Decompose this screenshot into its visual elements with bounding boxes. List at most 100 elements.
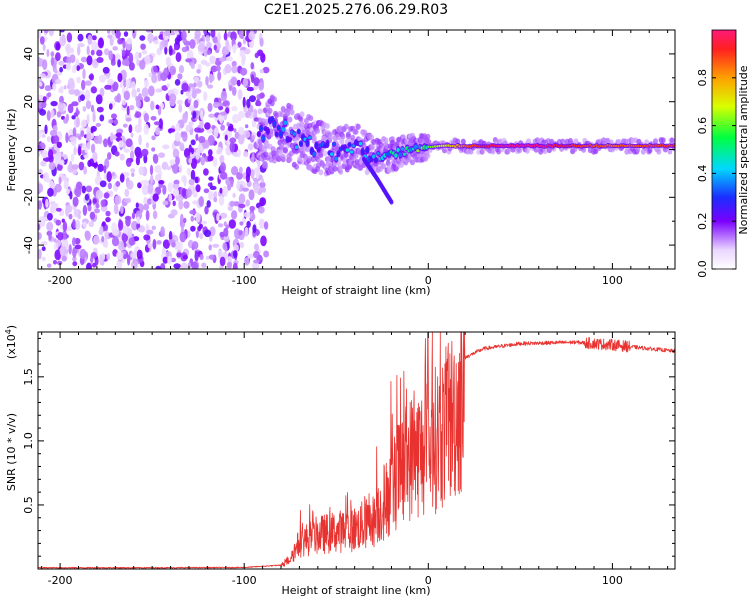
noise-blob: [257, 256, 263, 261]
noise-blob: [73, 89, 80, 97]
noise-blob: [105, 217, 111, 223]
noise-blob: [178, 164, 183, 174]
noise-blob: [55, 207, 62, 212]
noise-blob: [134, 51, 140, 62]
noise-blob: [174, 131, 181, 142]
noise-blob: [198, 136, 206, 143]
noise-blob: [180, 89, 184, 95]
signal-halo: [534, 137, 540, 144]
noise-blob: [161, 85, 168, 91]
noise-blob: [99, 254, 103, 266]
noise-blob: [217, 31, 221, 43]
noise-blob: [74, 186, 82, 198]
noise-blob: [81, 79, 86, 91]
noise-blob: [74, 219, 81, 230]
signal-core: [334, 156, 339, 161]
noise-blob: [154, 165, 162, 174]
noise-blob: [96, 57, 104, 63]
noise-blob: [232, 44, 237, 54]
noise-blob: [194, 127, 201, 133]
noise-blob: [67, 103, 74, 114]
signal-core: [402, 152, 407, 156]
noise-blob: [99, 114, 105, 122]
noise-blob: [257, 49, 264, 57]
noise-blob: [232, 193, 236, 198]
noise-blob: [190, 139, 196, 146]
noise-blob: [253, 250, 260, 259]
noise-blob: [86, 113, 90, 125]
noise-blob: [57, 260, 63, 266]
noise-blob: [91, 162, 99, 168]
noise-blob: [131, 88, 137, 98]
noise-blob: [95, 122, 102, 127]
noise-blob: [255, 99, 261, 106]
noise-blob: [178, 199, 184, 210]
noise-blob: [155, 127, 160, 136]
noise-blob: [46, 49, 50, 57]
noise-blob: [125, 138, 133, 148]
noise-blob: [151, 225, 156, 231]
signal-core: [272, 121, 277, 127]
signal-halo: [379, 141, 384, 148]
noise-blob: [138, 134, 142, 146]
noise-blob: [149, 164, 154, 176]
snr-y-ticks: 0.5 1.0 1.5: [22, 337, 675, 557]
noise-blob: [38, 144, 42, 152]
noise-blob: [122, 171, 130, 177]
noise-blob: [52, 260, 58, 265]
noise-blob: [190, 225, 196, 232]
signal-halo: [280, 153, 286, 160]
noise-blob: [245, 110, 252, 117]
noise-blob: [203, 48, 208, 57]
x-tick-label: 100: [602, 274, 623, 287]
noise-blob: [258, 218, 265, 229]
noise-blob: [243, 211, 251, 218]
noise-blob: [119, 153, 125, 161]
noise-blob: [190, 169, 196, 181]
noise-blob: [182, 255, 188, 260]
noise-blob: [82, 106, 87, 112]
noise-blob: [146, 229, 154, 235]
noise-blob: [38, 216, 46, 227]
noise-blob: [114, 195, 122, 205]
noise-blob: [176, 99, 183, 105]
noise-blob: [192, 200, 198, 205]
noise-blob: [155, 88, 163, 93]
noise-blob: [43, 30, 49, 34]
noise-blob: [220, 162, 226, 173]
noise-blob: [55, 78, 62, 85]
noise-blob: [121, 99, 127, 106]
noise-blob: [201, 220, 208, 225]
noise-blob: [125, 216, 131, 227]
snr-y-tick-label: 1.5: [22, 368, 35, 386]
noise-blob: [258, 81, 264, 91]
noise-blob: [173, 263, 181, 269]
signal-halo: [353, 128, 359, 135]
noise-blob: [99, 74, 106, 83]
noise-blob: [59, 245, 67, 257]
noise-blob: [182, 131, 188, 142]
noise-blob: [99, 180, 107, 188]
noise-blob: [193, 76, 200, 83]
noise-blob: [203, 30, 208, 35]
noise-blob: [239, 241, 245, 249]
noise-blob: [52, 134, 60, 144]
noise-blob: [208, 190, 214, 201]
noise-blob: [141, 184, 149, 196]
noise-blob: [131, 220, 138, 231]
noise-blob: [55, 219, 62, 226]
noise-blob: [86, 132, 92, 142]
noise-blob: [174, 240, 181, 250]
noise-blob: [131, 172, 135, 177]
noise-blob: [204, 122, 211, 130]
noise-blob: [249, 95, 256, 103]
noise-blob: [193, 99, 199, 109]
noise-blob: [112, 81, 119, 92]
noise-blob: [115, 181, 121, 187]
noise-blob: [220, 171, 228, 180]
signal-core: [336, 151, 341, 156]
noise-blob: [59, 66, 63, 73]
noise-blob: [97, 163, 104, 172]
noise-blob: [244, 257, 250, 266]
noise-blob: [224, 47, 230, 55]
